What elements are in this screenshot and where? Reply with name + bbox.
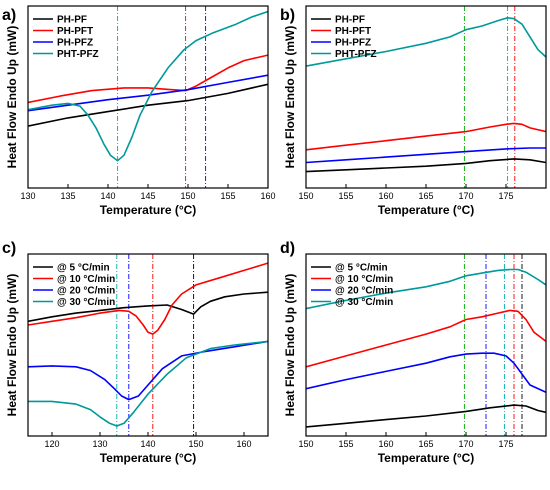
series-line-4 [306, 268, 546, 310]
x-tick-label: 160 [260, 191, 275, 201]
y-axis-label: Heat Flow Endo Up (mW) [5, 274, 19, 417]
legend-entry: @ 20 °C/min [335, 286, 393, 297]
panel-label: a) [2, 7, 16, 24]
x-tick-label: 130 [20, 191, 35, 201]
x-tick-label: 150 [180, 191, 195, 201]
legend-entry: PH-PF [57, 15, 87, 26]
x-tick-label: 155 [338, 191, 353, 201]
series-line-2 [28, 54, 268, 104]
legend-entry: @ 30 °C/min [335, 297, 393, 308]
legend-entry: PH-PF [335, 15, 365, 26]
x-axis-label: Temperature (°C) [100, 203, 197, 217]
legend-entry: PH-PFT [57, 26, 93, 37]
legend-entry: @ 20 °C/min [57, 286, 115, 297]
x-tick-label: 160 [236, 439, 251, 449]
x-tick-label: 155 [220, 191, 235, 201]
series-line-3 [306, 147, 546, 164]
panel-label: d) [280, 240, 295, 257]
series-line-3 [28, 340, 268, 401]
series-line-4 [306, 17, 546, 67]
x-tick-label: 175 [498, 439, 513, 449]
x-axis-label: Temperature (°C) [378, 203, 475, 217]
x-tick-label: 175 [498, 191, 513, 201]
x-tick-label: 170 [458, 191, 473, 201]
legend-entry: @ 10 °C/min [57, 274, 115, 285]
series-line-1 [28, 83, 268, 127]
series-line-3 [306, 352, 546, 394]
series-line-1 [28, 291, 268, 323]
legend-entry: @ 5 °C/min [335, 263, 388, 274]
legend-entry: @ 10 °C/min [335, 274, 393, 285]
x-tick-label: 165 [418, 191, 433, 201]
y-axis-label: Heat Flow Endo Up (mW) [283, 26, 297, 169]
legend: @ 5 °C/min@ 10 °C/min@ 20 °C/min@ 30 °C/… [311, 263, 393, 308]
legend-entry: PHT-PFZ [57, 49, 99, 60]
legend: @ 5 °C/min@ 10 °C/min@ 20 °C/min@ 30 °C/… [33, 263, 115, 308]
x-tick-label: 150 [298, 191, 313, 201]
x-tick-label: 170 [458, 439, 473, 449]
chart-panel-3: 120 130 140 150 160 Temperature (°C) Heat Flow… [2, 240, 269, 465]
x-tick-label: 150 [298, 439, 313, 449]
legend-entry: PHT-PFZ [335, 49, 377, 60]
series-line-2 [306, 122, 546, 151]
series-line-4 [28, 10, 268, 162]
x-tick-label: 120 [44, 439, 59, 449]
series-line-3 [28, 74, 268, 112]
series-line-4 [28, 340, 268, 427]
x-axis-label: Temperature (°C) [378, 451, 475, 465]
chart-panel-1: 130 135 140 145 150 155 160 Temperature (°C) Hea… [2, 5, 276, 217]
legend-entry: PH-PFT [335, 26, 371, 37]
chart-panel-4: 150 155 160 165 170 175 Temperature (°C) Heat F… [280, 240, 547, 465]
x-tick-label: 130 [92, 439, 107, 449]
x-tick-label: 135 [60, 191, 75, 201]
x-tick-label: 165 [418, 439, 433, 449]
chart-panel-2: 150 155 160 165 170 175 Temperature (°C) Heat F… [280, 5, 547, 217]
x-tick-label: 145 [140, 191, 155, 201]
x-axis-label: Temperature (°C) [100, 451, 197, 465]
series-line-2 [28, 262, 268, 335]
x-tick-label: 150 [188, 439, 203, 449]
legend-entry: PH-PFZ [335, 38, 371, 49]
x-tick-label: 160 [378, 439, 393, 449]
y-axis-label: Heat Flow Endo Up (mW) [283, 274, 297, 417]
panel-label: b) [280, 7, 295, 24]
series-line-1 [306, 158, 546, 173]
x-tick-label: 155 [338, 439, 353, 449]
panel-label: c) [2, 240, 16, 257]
x-tick-label: 140 [100, 191, 115, 201]
series-line-2 [306, 309, 546, 368]
x-tick-label: 140 [140, 439, 155, 449]
x-tick-label: 160 [378, 191, 393, 201]
legend-entry: @ 30 °C/min [57, 297, 115, 308]
series-line-1 [306, 404, 546, 428]
legend-entry: PH-PFZ [57, 38, 93, 49]
y-axis-label: Heat Flow Endo Up (mW) [5, 26, 19, 169]
legend-entry: @ 5 °C/min [57, 263, 110, 274]
